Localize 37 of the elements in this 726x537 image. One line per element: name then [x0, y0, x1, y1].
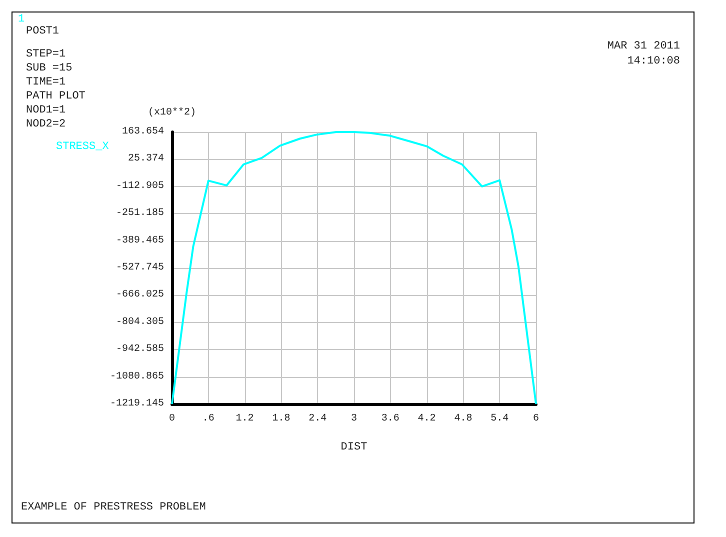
text: NOD2=2 [26, 118, 66, 130]
y-tick-label: -112.905 [116, 180, 164, 192]
text: NOD1=1 [26, 104, 66, 116]
y-tick-label: -527.745 [116, 262, 164, 274]
x-tick-label: 4.2 [418, 414, 436, 424]
text: 14:10:08 [627, 56, 680, 68]
x-tick-label: 2.4 [308, 414, 327, 424]
text: EXAMPLE OF PRESTRESS PROBLEM [21, 502, 206, 514]
text: MAR 31 2011 [607, 40, 680, 52]
x-tick-label: 1.8 [272, 414, 290, 424]
text: TIME=1 [26, 76, 66, 88]
text: SUB =15 [26, 62, 72, 74]
y-tick-label: -942.585 [116, 344, 164, 356]
x-tick-label: 5.4 [490, 414, 509, 424]
y-tick-label: -804.305 [116, 316, 164, 328]
y-axis-title: (x10**2) [148, 106, 196, 118]
y-tick-label: -251.185 [116, 208, 164, 220]
x-axis-title: DIST [340, 442, 368, 454]
line-series [171, 131, 537, 405]
y-tick-label: -1219.145 [110, 398, 164, 410]
x-tick-label: 3 [350, 414, 358, 424]
y-tick-label: 163.654 [122, 126, 164, 138]
x-tick-label: 4.8 [454, 414, 472, 424]
y-tick-label: -389.465 [116, 235, 164, 246]
x-tick-label: .6 [202, 414, 214, 424]
y-tick-label: 25.374 [128, 154, 164, 165]
text: 1 [18, 14, 25, 26]
x-tick-label: 0 [168, 414, 176, 424]
x-tick-label: 6 [532, 414, 540, 424]
y-tick-label: -1080.865 [110, 371, 164, 382]
text: PATH PLOT [26, 90, 86, 102]
x-tick-label: 3.6 [381, 414, 400, 424]
y-tick-label: -666.025 [116, 290, 164, 301]
x-tick-label: 1.2 [236, 414, 254, 424]
text: POST1 [26, 26, 60, 38]
text: STEP=1 [26, 48, 66, 60]
text: STRESS_X [56, 141, 110, 153]
